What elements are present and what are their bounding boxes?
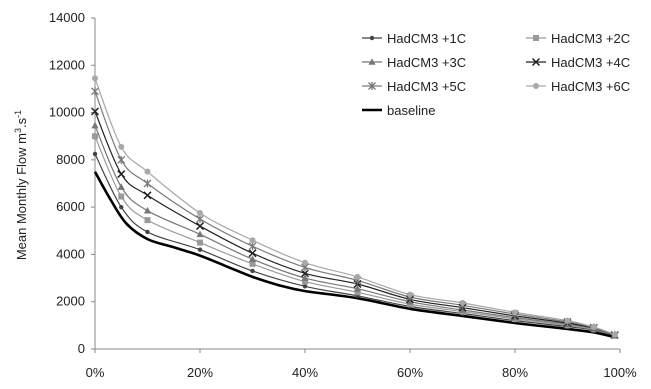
legend-label-baseline: baseline	[387, 103, 435, 118]
series-1-point	[250, 268, 255, 274]
legend-label: HadCM3 +5C	[387, 79, 466, 94]
legend-label: HadCM3 +4C	[551, 55, 630, 70]
series-6-point	[118, 143, 125, 150]
x-tick-label: 0%	[86, 365, 105, 380]
legend: HadCM3 +1C HadCM3 +2C HadCM3 +3C HadCM3 +4C…	[362, 31, 630, 118]
x-tick-label: 20%	[187, 365, 213, 380]
series-3-point	[196, 230, 204, 238]
series-1-point	[302, 284, 308, 289]
series-3-point	[353, 284, 362, 292]
series-5-point	[248, 242, 257, 251]
series-2-point	[118, 193, 125, 200]
y-tick-label: 8000	[56, 152, 85, 167]
y-tick-label: 2000	[56, 294, 85, 309]
legend-label: HadCM3 +6C	[551, 79, 630, 94]
y-tick-labels: 0 2000 4000 6000 8000 10000 12000 14000	[49, 10, 85, 356]
series-6-point	[564, 317, 571, 324]
y-tick-label: 0	[78, 341, 85, 356]
series-3-line	[94, 125, 615, 336]
series-4-point	[90, 107, 100, 116]
series-4-point	[195, 222, 205, 231]
series-2-point	[249, 260, 256, 267]
legend-swatch-marker	[533, 83, 539, 89]
series-markers	[90, 75, 619, 340]
series-3-point	[458, 306, 467, 313]
y-tick-label: 6000	[56, 199, 85, 214]
series-5-point	[196, 214, 204, 223]
series-6-point	[144, 168, 151, 175]
series-1-point	[119, 204, 124, 210]
series-6-point	[407, 291, 413, 298]
series-2-line	[94, 135, 615, 337]
series-5-point	[143, 179, 152, 188]
baseline-line	[93, 171, 616, 339]
series-1-point	[92, 151, 98, 157]
y-tick-label: 4000	[56, 246, 85, 261]
axes	[91, 17, 621, 353]
y-tick-label: 14000	[49, 10, 85, 25]
series-6-point	[92, 75, 98, 82]
series-3-point	[143, 206, 152, 214]
series-1-point	[197, 247, 203, 252]
x-tick-label: 80%	[502, 365, 528, 380]
series-6-line	[94, 78, 616, 336]
series-5-point	[117, 155, 126, 164]
series-3-point	[91, 121, 99, 129]
series-3-point	[406, 297, 414, 305]
series-6-point	[249, 237, 256, 244]
series-6-point	[590, 324, 597, 331]
series-2-point	[144, 217, 151, 224]
legend-swatch-marker	[531, 57, 541, 67]
legend-label: HadCM3 +2C	[551, 31, 630, 46]
y-tick-label: 10000	[49, 105, 85, 120]
series-6-point	[302, 259, 308, 266]
series-1-point	[145, 229, 150, 235]
series-3-point	[301, 274, 309, 281]
legend-swatch-marker	[368, 82, 376, 90]
series-lines	[93, 78, 616, 339]
legend-swatch-marker	[369, 35, 375, 41]
legend-label: HadCM3 +3C	[387, 55, 466, 70]
x-tick-label: 40%	[292, 365, 318, 380]
x-tick-label: 60%	[397, 365, 423, 380]
series-4-point	[143, 191, 152, 200]
y-tick-label: 12000	[49, 57, 85, 72]
series-4-point	[300, 269, 310, 278]
x-tick-label: 100%	[603, 365, 637, 380]
y-axis-label: Mean Monthly Flow m3.s-1	[13, 110, 29, 260]
series-4-point	[248, 249, 257, 258]
series-6-point	[197, 210, 203, 217]
series-2-point	[354, 289, 361, 296]
series-6-point	[512, 309, 518, 316]
series-4-point	[117, 170, 126, 179]
x-tick-labels: 0% 20% 40% 60% 80% 100%	[86, 365, 637, 380]
series-3-point	[117, 183, 125, 190]
series-1-line	[94, 153, 615, 337]
series-2-point	[197, 239, 203, 246]
series-6-point	[611, 331, 618, 338]
series-2-point	[92, 133, 98, 140]
series-3-point	[248, 255, 257, 262]
series-5-point	[91, 87, 99, 96]
legend-swatch-marker	[368, 58, 376, 65]
legend-label: HadCM3 +1C	[387, 31, 466, 46]
legend-swatch-marker	[533, 35, 539, 41]
series-6-point	[459, 299, 466, 306]
series-2-point	[302, 278, 308, 285]
series-6-point	[354, 273, 361, 280]
